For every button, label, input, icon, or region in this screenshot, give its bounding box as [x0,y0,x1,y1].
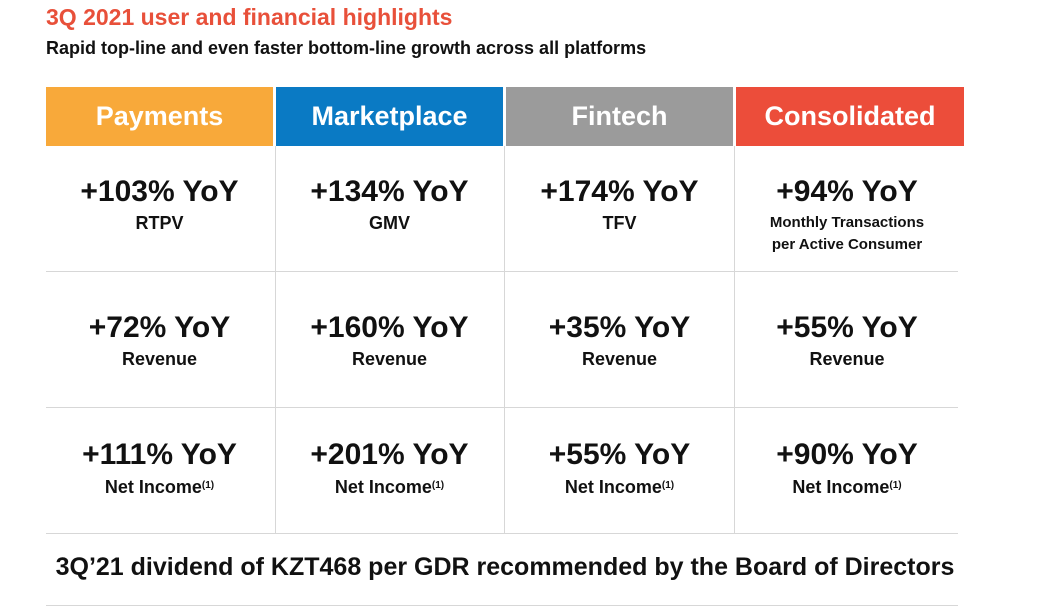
metric-value: +55% YoY [548,438,691,471]
dividend-note: 3Q’21 dividend of KZT468 per GDR recomme… [55,553,955,581]
metric-value: +94% YoY [776,175,918,208]
metric-cell-consolidated-transactions: +94% YoY Monthly Transactions per Active… [736,174,958,256]
metric-cell-consolidated-revenue: +55% YoY Revenue [736,310,958,370]
row-divider [46,271,958,272]
row-divider [46,407,958,408]
metric-cell-fintech-tfv: +174% YoY TFV [506,174,733,234]
metric-label: RTPV [135,213,184,233]
column-divider [275,146,276,533]
footer-divider [46,605,958,606]
metric-label-line1: Monthly Transactions [769,214,925,231]
footnote-marker: (1) [431,480,445,491]
metric-label-text: Net Income [334,477,432,497]
metric-cell-payments-rtpv: +103% YoY RTPV [46,174,273,234]
metric-value: +111% YoY [82,438,237,471]
metric-label: Revenue [121,349,198,369]
metric-label-text: Net Income [104,477,202,497]
metric-label: Revenue [581,349,658,369]
metric-value: +201% YoY [310,438,469,471]
column-header-fintech: Fintech [506,87,733,146]
metric-value: +35% YoY [548,311,691,344]
row-divider [46,533,958,534]
column-header-consolidated: Consolidated [736,87,964,146]
footnote-marker: (1) [661,480,675,491]
metric-value: +134% YoY [310,175,469,208]
metric-label-text: Net Income [792,477,890,497]
metric-label: Revenue [351,349,428,369]
metric-cell-marketplace-gmv: +134% YoY GMV [276,174,503,234]
metric-value: +160% YoY [310,311,469,344]
metric-label: Net Income(1) [565,475,674,498]
column-header-marketplace: Marketplace [276,87,503,146]
metric-label: Net Income(1) [105,475,214,498]
metric-label: Revenue [809,349,885,369]
metric-label: GMV [368,213,410,233]
metric-value: +72% YoY [88,311,231,344]
metric-value: +174% YoY [540,175,699,208]
footnote-marker: (1) [889,480,902,491]
metric-label: Net Income(1) [335,475,444,498]
metric-cell-payments-net-income: +111% YoY Net Income(1) [46,437,273,498]
metric-value: +55% YoY [776,311,918,344]
metric-cell-marketplace-revenue: +160% YoY Revenue [276,310,503,370]
metric-cell-payments-revenue: +72% YoY Revenue [46,310,273,370]
metric-value: +103% YoY [80,175,239,208]
page-title: 3Q 2021 user and financial highlights [46,4,453,30]
column-header-payments: Payments [46,87,273,146]
metric-label-line2: per Active Consumer [771,236,923,253]
metric-value: +90% YoY [776,438,918,471]
metric-cell-fintech-revenue: +35% YoY Revenue [506,310,733,370]
metric-cell-fintech-net-income: +55% YoY Net Income(1) [506,437,733,498]
metric-label: Net Income(1) [792,475,901,498]
page-subtitle: Rapid top-line and even faster bottom-li… [46,38,647,58]
metric-label: TFV [602,213,637,233]
column-divider [734,146,735,533]
metric-cell-marketplace-net-income: +201% YoY Net Income(1) [276,437,503,498]
metric-label-text: Net Income [564,477,662,497]
footnote-marker: (1) [201,480,215,491]
metric-cell-consolidated-net-income: +90% YoY Net Income(1) [736,437,958,498]
column-divider [504,146,505,533]
